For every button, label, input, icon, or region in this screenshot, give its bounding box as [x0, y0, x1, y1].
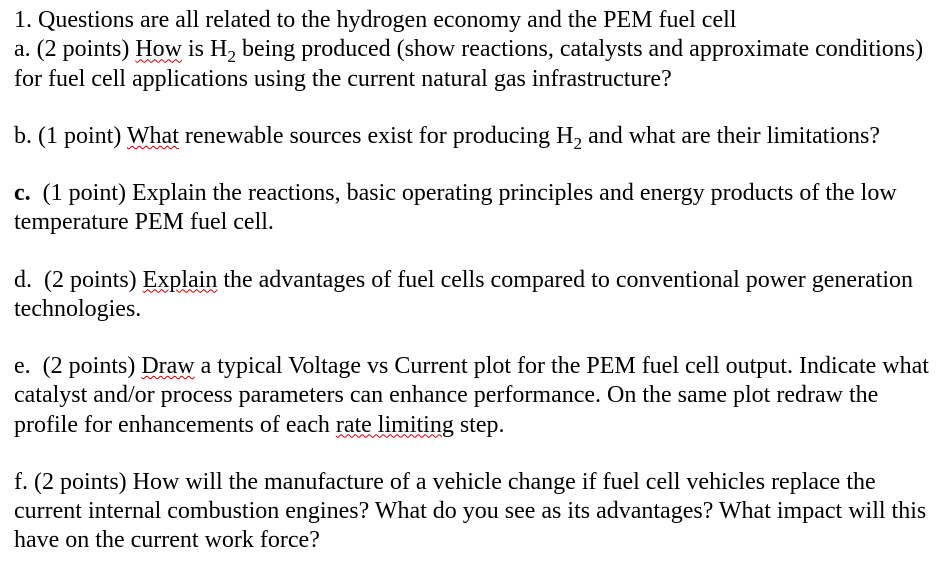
question-1-e: e. (2 points) Draw a typical Voltage vs … [14, 352, 930, 440]
item-b-t1: renewable sources exist for producing H [179, 123, 574, 149]
item-e-label: e. [14, 353, 31, 379]
exam-page: 1. Questions are all related to the hydr… [0, 0, 948, 562]
item-b-wavy: What [127, 123, 179, 149]
item-f-t1: How will the manufacture of a vehicle ch… [14, 469, 926, 554]
item-a-label: a. [14, 36, 31, 62]
item-e-wavy2: rate limiting [336, 412, 454, 438]
item-e-points: (2 points) [43, 353, 136, 379]
question-1-c: c. (1 point) Explain the reactions, basi… [14, 179, 930, 238]
item-a-points: (2 points) [37, 36, 130, 62]
question-1-a: 1. Questions are all related to the hydr… [14, 6, 930, 94]
item-a-wavy: How [135, 36, 182, 62]
item-b-sub: 2 [573, 134, 582, 153]
item-b-label: b. [14, 123, 32, 149]
item-d-wavy: Explain [143, 267, 218, 293]
question-1-b: b. (1 point) What renewable sources exis… [14, 122, 930, 151]
item-c-label: c. [14, 180, 31, 206]
item-a-t1: is H [182, 36, 227, 62]
item-e-wavy1: Draw [141, 353, 194, 379]
question-number: 1. [14, 7, 32, 33]
question-1-d: d. (2 points) Explain the advantages of … [14, 266, 930, 325]
item-d-label: d. [14, 267, 32, 293]
item-d-points: (2 points) [44, 267, 137, 293]
heading-text: Questions are all related to the hydroge… [38, 7, 736, 33]
item-c-points: (1 point) [43, 180, 126, 206]
item-a-sub: 2 [227, 47, 236, 66]
item-c-t1: Explain the reactions, basic operating p… [14, 180, 897, 235]
item-b-points: (1 point) [38, 123, 121, 149]
item-f-points: (2 points) [34, 469, 127, 495]
item-f-label: f. [14, 469, 28, 495]
item-e-t2: step. [454, 412, 505, 438]
question-1-f: f. (2 points) How will the manufacture o… [14, 468, 930, 556]
item-b-t2: and what are their limitations? [582, 123, 880, 149]
